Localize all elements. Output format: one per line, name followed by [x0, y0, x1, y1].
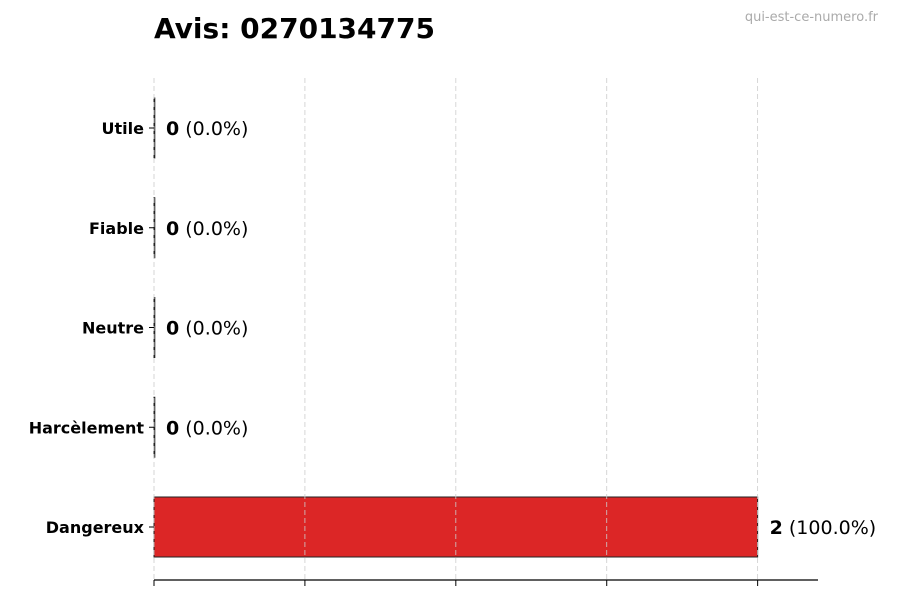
y-tick-label-1: Fiable: [89, 219, 144, 238]
chart-title: Avis: 0270134775: [154, 12, 435, 45]
y-tick-label-2: Neutre: [82, 319, 144, 338]
data-label-percent-4: (100.0%): [783, 517, 876, 539]
data-label-value-0: 0: [166, 118, 179, 140]
data-label-value-2: 0: [166, 318, 179, 340]
data-label-2: 0 (0.0%): [166, 318, 248, 340]
data-label-4: 2 (100.0%): [770, 517, 877, 539]
data-label-value-3: 0: [166, 417, 179, 439]
data-label-value-1: 0: [166, 218, 179, 240]
data-label-value-4: 2: [770, 517, 783, 539]
data-label-percent-3: (0.0%): [179, 417, 248, 439]
y-tick-label-3: Harcèlement: [29, 418, 145, 437]
watermark: qui-est-ce-numero.fr: [744, 10, 878, 25]
data-label-1: 0 (0.0%): [166, 218, 248, 240]
y-tick-label-0: Utile: [102, 119, 145, 138]
data-label-percent-2: (0.0%): [179, 318, 248, 340]
data-label-3: 0 (0.0%): [166, 417, 248, 439]
data-label-percent-0: (0.0%): [179, 118, 248, 140]
y-tick-label-4: Dangereux: [46, 518, 145, 537]
data-label-0: 0 (0.0%): [166, 118, 248, 140]
data-label-percent-1: (0.0%): [179, 218, 248, 240]
